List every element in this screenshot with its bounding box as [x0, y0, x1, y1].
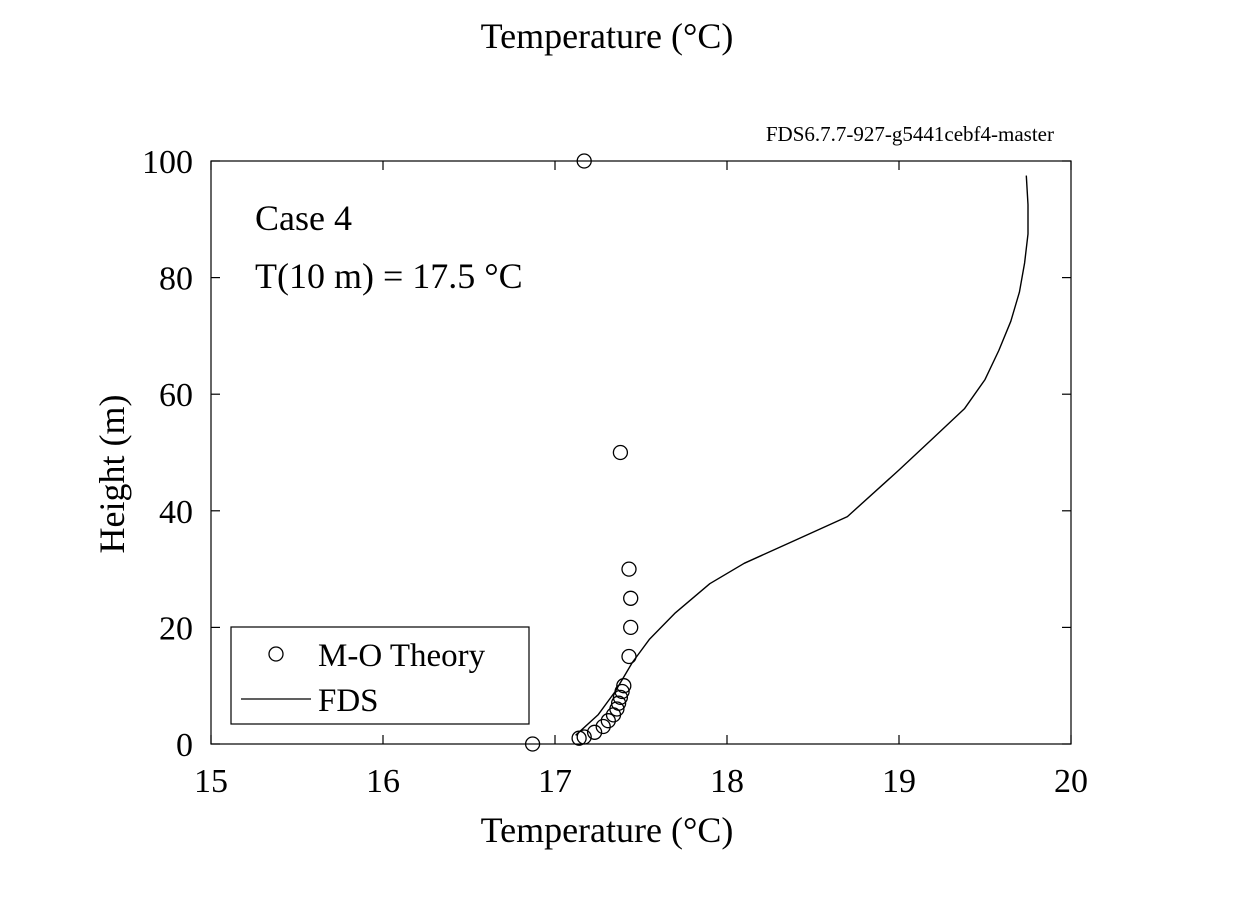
y-tick-label: 100: [142, 144, 193, 181]
m-o-theory-markers: [524, 153, 639, 752]
fds-series-line: [575, 175, 1029, 736]
m-o-theory-point: [612, 689, 629, 706]
y-tick-label: 20: [159, 610, 193, 647]
x-tick-label: 19: [882, 763, 916, 800]
case-annotation: Case 4: [255, 198, 352, 238]
x-tick-label: 15: [194, 763, 228, 800]
legend-label-m-o-theory: M-O Theory: [318, 638, 486, 674]
x-tick-label: 17: [538, 763, 572, 800]
y-tick-label: 40: [159, 494, 193, 531]
x-axis-label: Temperature (°C): [481, 810, 734, 850]
y-axis-label: Height (m): [92, 395, 132, 554]
legend: M-O Theory FDS: [230, 626, 530, 725]
legend-marker-m-o-theory: [268, 646, 284, 662]
m-o-theory-point: [623, 619, 639, 636]
m-o-theory-point: [571, 730, 587, 746]
m-o-theory-point: [614, 683, 630, 700]
x-tick-label: 16: [366, 763, 400, 800]
x-tick-label: 18: [710, 763, 744, 800]
chart-title: Temperature (°C): [481, 16, 734, 56]
m-o-theory-point: [612, 444, 629, 461]
plot-frame: [210, 160, 1072, 745]
m-o-theory-point: [576, 729, 592, 745]
m-o-theory-point: [524, 736, 541, 752]
condition-annotation: T(10 m) = 17.5 °C: [255, 256, 523, 296]
axis-ticks: 15 16 17 18 19 20 0 20 40 60 80 100: [142, 144, 1088, 800]
m-o-theory-point: [621, 648, 637, 665]
m-o-theory-point: [595, 718, 611, 735]
m-o-theory-point: [609, 701, 625, 717]
m-o-theory-point: [610, 695, 627, 711]
y-tick-label: 60: [159, 377, 193, 414]
m-o-theory-point: [576, 153, 592, 169]
y-tick-label: 0: [176, 727, 193, 764]
m-o-theory-point: [600, 713, 616, 729]
legend-label-fds: FDS: [318, 683, 379, 719]
m-o-theory-point: [616, 678, 632, 694]
m-o-theory-point: [586, 724, 603, 740]
y-tick-label: 80: [159, 261, 193, 298]
legend-box: [230, 626, 530, 725]
m-o-theory-point: [623, 590, 639, 606]
fds-line-group: [575, 175, 1029, 736]
m-o-theory-point: [621, 561, 637, 577]
version-label: FDS6.7.7-927-g5441cebf4-master: [766, 122, 1054, 146]
x-tick-label: 20: [1054, 763, 1088, 800]
